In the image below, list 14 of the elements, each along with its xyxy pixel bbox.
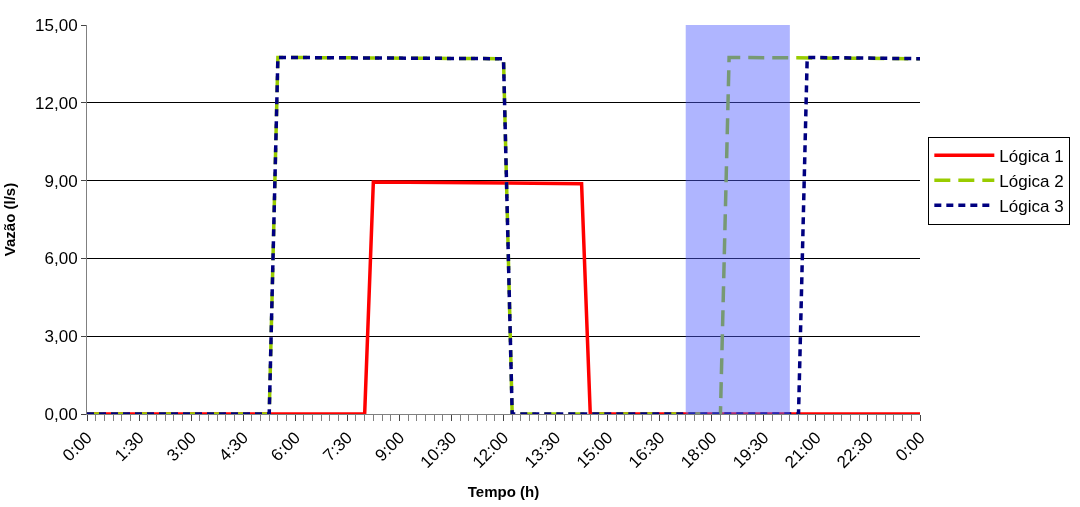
x-tick-label: 6:00	[267, 428, 305, 466]
y-tick-label: 9,00	[44, 171, 78, 191]
y-axis-title: Vazão (l/s)	[1, 182, 19, 257]
y-tick-label: 6,00	[44, 249, 78, 269]
x-axis-title: Tempo (h)	[467, 482, 540, 500]
y-tick-label: 0,00	[44, 404, 78, 424]
legend-label: Lógica 2	[999, 171, 1064, 191]
x-tick-label: 4:30	[215, 428, 253, 466]
y-tick-label: 3,00	[44, 327, 78, 347]
legend-label: Lógica 1	[999, 146, 1064, 166]
y-tick-label: 15,00	[35, 15, 78, 35]
x-tick-label: 7:30	[319, 428, 357, 466]
legend-label: Lógica 3	[999, 196, 1064, 216]
y-tick-label: 12,00	[35, 93, 78, 113]
